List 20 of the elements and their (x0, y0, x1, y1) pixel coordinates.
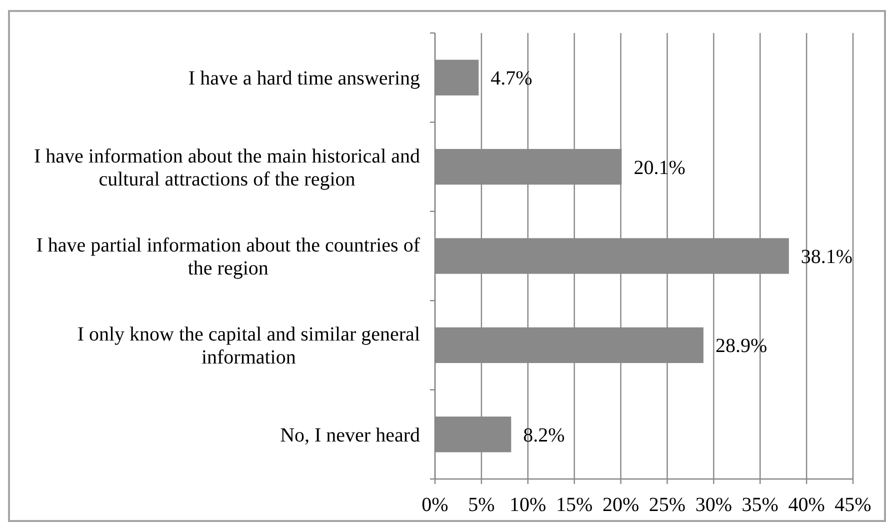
y-tick-label: I have partial information about the countries of the region (36, 234, 420, 280)
data-label: 38.1% (800, 246, 853, 268)
x-tick-label: 20% (602, 494, 640, 516)
y-tick-label: I have a hard time answering (188, 68, 420, 90)
data-label: 4.7% (490, 68, 532, 90)
x-tick-label: 10% (510, 494, 546, 516)
x-tick-label: 40% (788, 494, 825, 516)
data-label: 20.1% (634, 156, 686, 179)
x-tick-label: 5% (468, 494, 495, 516)
x-tick-label: 25% (648, 494, 686, 516)
x-tick-label: 15% (556, 494, 593, 516)
x-tick-label: 45% (834, 494, 872, 516)
x-tick-label: 35% (742, 494, 778, 516)
x-tick-label: 30% (695, 494, 732, 516)
y-tick-label: No, I never heard (280, 424, 420, 446)
y-tick-label: I only know the capital and similar general information (77, 324, 420, 369)
data-label: 8.2% (523, 424, 565, 446)
data-label: 28.9% (715, 335, 768, 358)
y-tick-label: I have information about the main historical and cultural attractions of the region (34, 145, 420, 190)
x-tick-label: 0% (422, 494, 448, 516)
